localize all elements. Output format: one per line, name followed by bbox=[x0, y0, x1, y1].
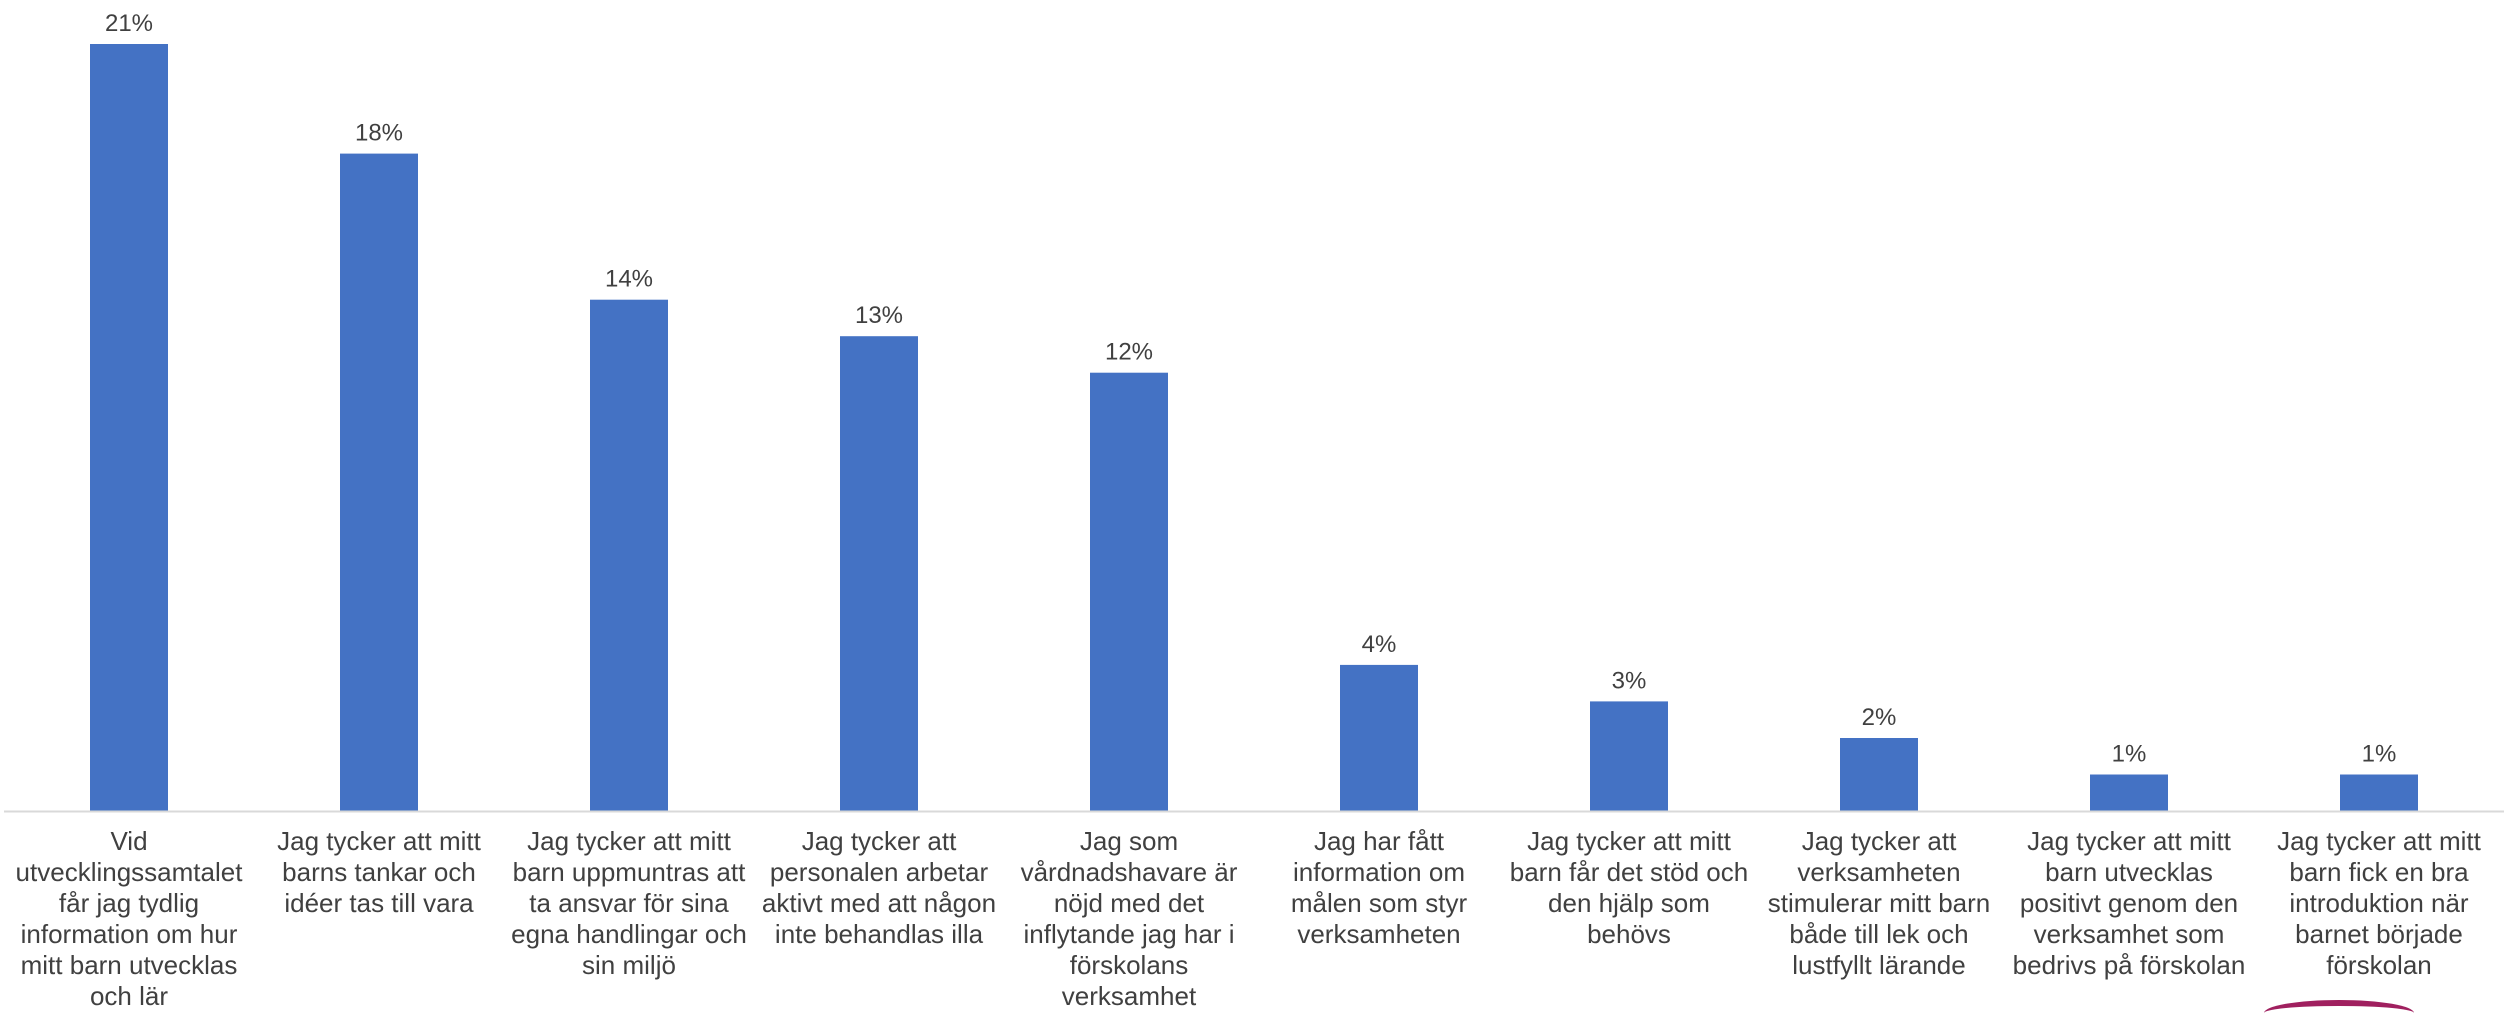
bar-9 bbox=[2090, 774, 2168, 811]
category-label-line: barnet började bbox=[2295, 919, 2463, 949]
category-label-line: positivt genom den bbox=[2020, 888, 2238, 918]
data-label-10: 1% bbox=[2362, 741, 2397, 768]
category-label-1: Vid utvecklingssamtalet får jag tydlig info… bbox=[16, 826, 244, 1011]
logo-arc-decoration bbox=[2264, 1000, 2414, 1026]
bar-6 bbox=[1340, 664, 1418, 811]
data-label-7: 3% bbox=[1612, 667, 1647, 694]
data-label-2: 18% bbox=[355, 120, 403, 147]
category-label-9: Jag tycker att mitt barn utvecklas positiv… bbox=[2013, 826, 2246, 980]
category-label-3: Jag tycker att mitt barn uppmuntras att ta… bbox=[511, 826, 747, 980]
category-labels-group: Vid utvecklingssamtalet får jag tydlig info… bbox=[16, 826, 2482, 1011]
category-label-line: barns tankar och bbox=[282, 857, 476, 887]
category-label-line: och lär bbox=[90, 981, 168, 1011]
category-label-2: Jag tycker att mitt barns tankar och idéer… bbox=[277, 826, 481, 918]
category-label-line: information om bbox=[1293, 857, 1465, 887]
category-label-line: vårdnadshavare är bbox=[1021, 857, 1238, 887]
category-label-4: Jag tycker att personalen arbetar aktivt m… bbox=[762, 826, 996, 949]
category-label-10: Jag tycker att mitt barn fick en bra intro… bbox=[2277, 826, 2481, 980]
category-label-line: sin miljö bbox=[582, 950, 676, 980]
category-label-line: lustfyllt lärande bbox=[1792, 950, 1965, 980]
category-label-line: Jag tycker att mitt bbox=[1527, 826, 1731, 856]
category-label-line: Jag tycker att mitt bbox=[277, 826, 481, 856]
category-label-line: inte behandlas illa bbox=[775, 919, 984, 949]
bar-8 bbox=[1840, 738, 1918, 811]
category-label-7: Jag tycker att mitt barn får det stöd och… bbox=[1510, 826, 1748, 949]
category-label-line: inflytande jag har i bbox=[1023, 919, 1234, 949]
category-label-line: både till lek och bbox=[1789, 919, 1968, 949]
category-label-line: Jag tycker att mitt bbox=[2027, 826, 2231, 856]
bar-5 bbox=[1090, 372, 1168, 811]
category-label-line: barn får det stöd och bbox=[1510, 857, 1748, 887]
category-label-line: egna handlingar och bbox=[511, 919, 747, 949]
category-label-line: aktivt med att någon bbox=[762, 888, 996, 918]
value-labels-group: 21% 18% 14% 13% 12% 4% 3% 2% 1% 1% bbox=[105, 10, 2396, 768]
category-label-line: personalen arbetar bbox=[770, 857, 989, 887]
data-label-3: 14% bbox=[605, 266, 653, 293]
category-label-line: Jag tycker att bbox=[802, 826, 957, 856]
category-label-line: Vid bbox=[110, 826, 147, 856]
bar-1 bbox=[90, 44, 168, 811]
category-label-line: mitt barn utvecklas bbox=[21, 950, 238, 980]
category-label-line: stimulerar mitt barn bbox=[1768, 888, 1991, 918]
category-label-line: verksamhet som bbox=[2034, 919, 2225, 949]
data-label-8: 2% bbox=[1862, 704, 1897, 731]
category-label-line: verksamheten bbox=[1297, 919, 1460, 949]
category-label-line: barn uppmuntras att bbox=[513, 857, 746, 887]
category-label-line: bedrivs på förskolan bbox=[2013, 950, 2246, 980]
category-label-8: Jag tycker att verksamheten stimulerar mit… bbox=[1768, 826, 1991, 980]
bar-4 bbox=[840, 336, 918, 811]
data-label-5: 12% bbox=[1105, 339, 1153, 366]
category-label-6: Jag har fått information om målen som styr… bbox=[1291, 826, 1468, 949]
bar-10 bbox=[2340, 774, 2418, 811]
category-label-line: information om hur bbox=[21, 919, 238, 949]
category-label-line: nöjd med det bbox=[1054, 888, 1205, 918]
category-label-5: Jag som vårdnadshavare är nöjd med det infl… bbox=[1021, 826, 1238, 1011]
category-label-line: Jag tycker att bbox=[1802, 826, 1957, 856]
data-label-6: 4% bbox=[1362, 631, 1397, 658]
category-label-line: idéer tas till vara bbox=[284, 888, 474, 918]
category-label-line: förskolan bbox=[2326, 950, 2432, 980]
bars-group bbox=[90, 44, 2418, 812]
data-label-1: 21% bbox=[105, 10, 153, 37]
category-label-line: Jag tycker att mitt bbox=[527, 826, 731, 856]
category-label-line: Jag har fått bbox=[1314, 826, 1445, 856]
category-label-line: behövs bbox=[1587, 919, 1671, 949]
category-label-line: Jag tycker att mitt bbox=[2277, 826, 2481, 856]
bar-2 bbox=[340, 153, 418, 812]
category-label-line: verksamheten bbox=[1797, 857, 1960, 887]
bar-3 bbox=[590, 299, 668, 811]
data-label-9: 1% bbox=[2112, 741, 2147, 768]
category-label-line: den hjälp som bbox=[1548, 888, 1710, 918]
bar-7 bbox=[1590, 701, 1668, 811]
category-label-line: får jag tydlig bbox=[59, 888, 199, 918]
category-label-line: verksamhet bbox=[1062, 981, 1197, 1011]
category-label-line: barn fick en bra bbox=[2289, 857, 2469, 887]
category-label-line: ta ansvar för sina bbox=[529, 888, 729, 918]
category-label-line: barn utvecklas bbox=[2045, 857, 2213, 887]
category-label-line: Jag som bbox=[1080, 826, 1178, 856]
category-label-line: målen som styr bbox=[1291, 888, 1468, 918]
category-label-line: introduktion när bbox=[2289, 888, 2469, 918]
category-label-line: utvecklingssamtalet bbox=[16, 857, 244, 887]
data-label-4: 13% bbox=[855, 302, 903, 329]
category-label-line: förskolans bbox=[1070, 950, 1189, 980]
